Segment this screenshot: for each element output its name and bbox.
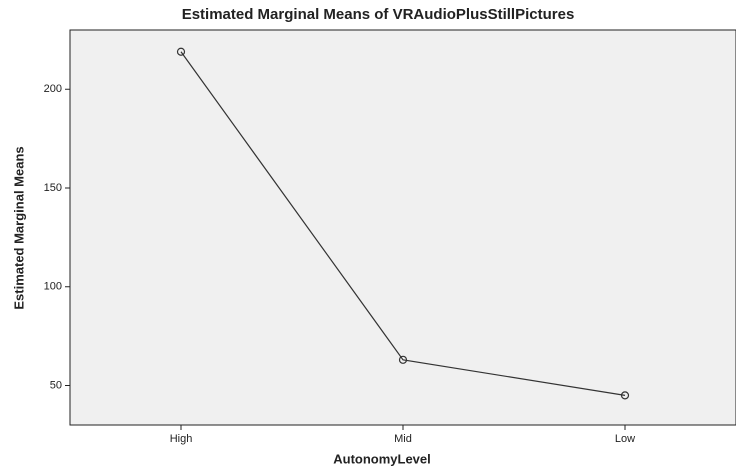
y-tick-label: 150	[44, 182, 62, 194]
y-axis-title: Estimated Marginal Means	[11, 146, 26, 309]
plot-area	[69, 29, 736, 426]
x-tick-label: Mid	[394, 433, 412, 445]
y-tick-label: 50	[50, 379, 62, 391]
x-axis-title: AutonomyLevel	[333, 451, 431, 466]
y-tick-label: 100	[44, 281, 62, 293]
data-point	[620, 391, 630, 400]
x-tick-label: High	[170, 433, 193, 445]
chart-title: Estimated Marginal Means of VRAudioPlusS…	[182, 6, 575, 23]
data-point	[176, 47, 186, 56]
x-tick-label: Low	[615, 433, 635, 445]
y-tick-label: 200	[44, 83, 62, 95]
data-line	[180, 51, 626, 396]
data-point	[398, 355, 408, 364]
